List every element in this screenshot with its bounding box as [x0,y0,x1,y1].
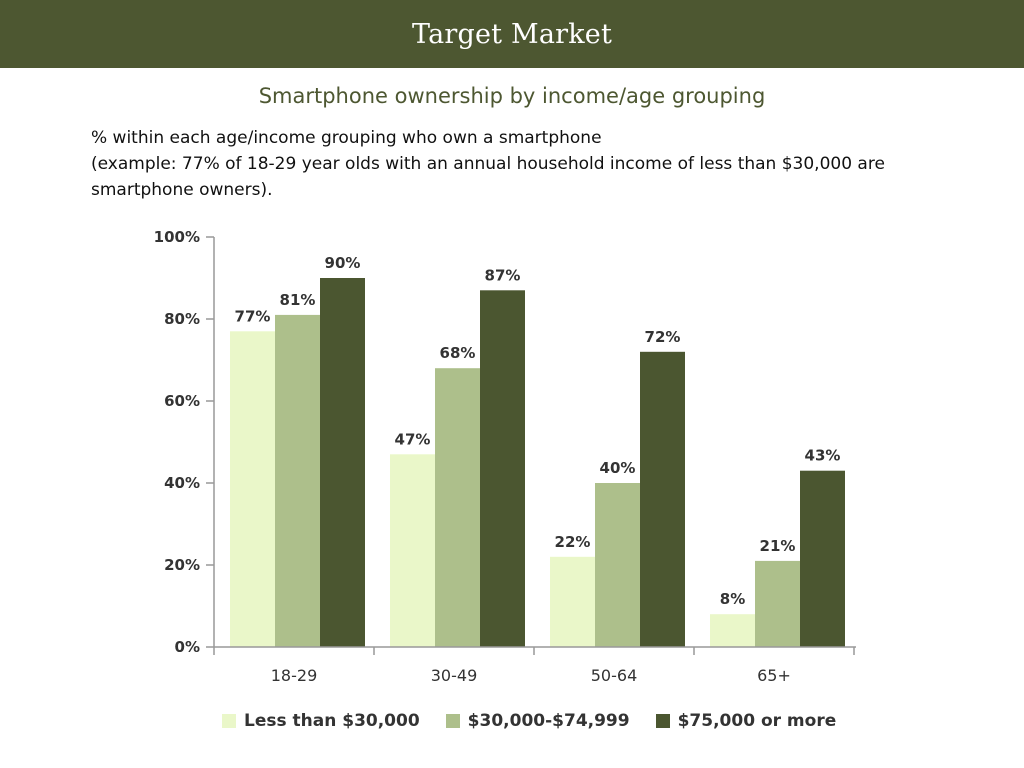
x-category-label-65+: 65+ [757,666,791,685]
data-label-30-49-series-2: 87% [485,266,521,284]
y-tick-label-40: 40% [164,474,200,492]
description-line-1: % within each age/income grouping who ow… [91,128,602,148]
legend-label-low-income: Less than $30,000 [244,711,420,731]
bar-30-49-series-1 [435,368,480,647]
bar-65+-series-2 [800,470,845,647]
legend-item-mid-income: $30,000-$74,999 [445,711,630,731]
bar-30-49-series-2 [480,290,525,647]
x-category-label-50-64: 50-64 [591,666,638,685]
data-label-50-64-series-0: 22% [555,533,591,551]
y-tick-label-100: 100% [154,228,200,246]
data-label-18-29-series-2: 90% [325,254,361,272]
chart-subtitle: Smartphone ownership by income/age group… [258,84,766,108]
bar-50-64-series-1 [595,483,640,647]
y-tick-label-20: 20% [164,556,200,574]
chart-description: % within each age/income grouping who ow… [91,125,971,203]
bar-50-64-series-0 [550,556,595,647]
data-label-65+-series-0: 8% [720,590,745,608]
data-label-65+-series-2: 43% [805,447,841,465]
bar-65+-series-1 [755,560,800,647]
bar-18-29-series-0 [230,331,275,647]
data-label-18-29-series-1: 81% [280,291,316,309]
y-tick-label-80: 80% [164,310,200,328]
header-bar: Target Market [0,0,1024,68]
x-category-label-30-49: 30-49 [431,666,478,685]
legend-swatch-high-income [655,714,670,728]
data-label-30-49-series-0: 47% [395,430,431,448]
data-label-50-64-series-2: 72% [645,328,681,346]
legend-swatch-mid-income [445,714,460,728]
data-label-18-29-series-0: 77% [235,307,271,325]
header-title: Target Market [411,18,613,50]
bar-18-29-series-2 [320,278,365,647]
data-label-65+-series-1: 21% [760,537,796,555]
legend-swatch-low-income [222,714,236,728]
x-category-label-18-29: 18-29 [271,666,318,685]
data-label-50-64-series-1: 40% [600,459,636,477]
legend-label-high-income: $75,000 or more [677,711,837,731]
chart-legend: Less than $30,000 $30,000-$74,999 $75,00… [222,709,862,733]
bar-65+-series-0 [710,614,755,647]
y-tick-label-0: 0% [175,638,200,656]
bar-50-64-series-2 [640,351,685,647]
y-tick-label-60: 60% [164,392,200,410]
data-label-30-49-series-1: 68% [440,344,476,362]
legend-label-mid-income: $30,000-$74,999 [467,711,630,731]
bar-30-49-series-0 [390,454,435,647]
legend-item-low-income: Less than $30,000 [222,711,420,731]
legend-item-high-income: $75,000 or more [655,711,837,731]
bar-18-29-series-1 [275,314,320,647]
description-line-2: (example: 77% of 18-29 year olds with an… [91,154,885,200]
